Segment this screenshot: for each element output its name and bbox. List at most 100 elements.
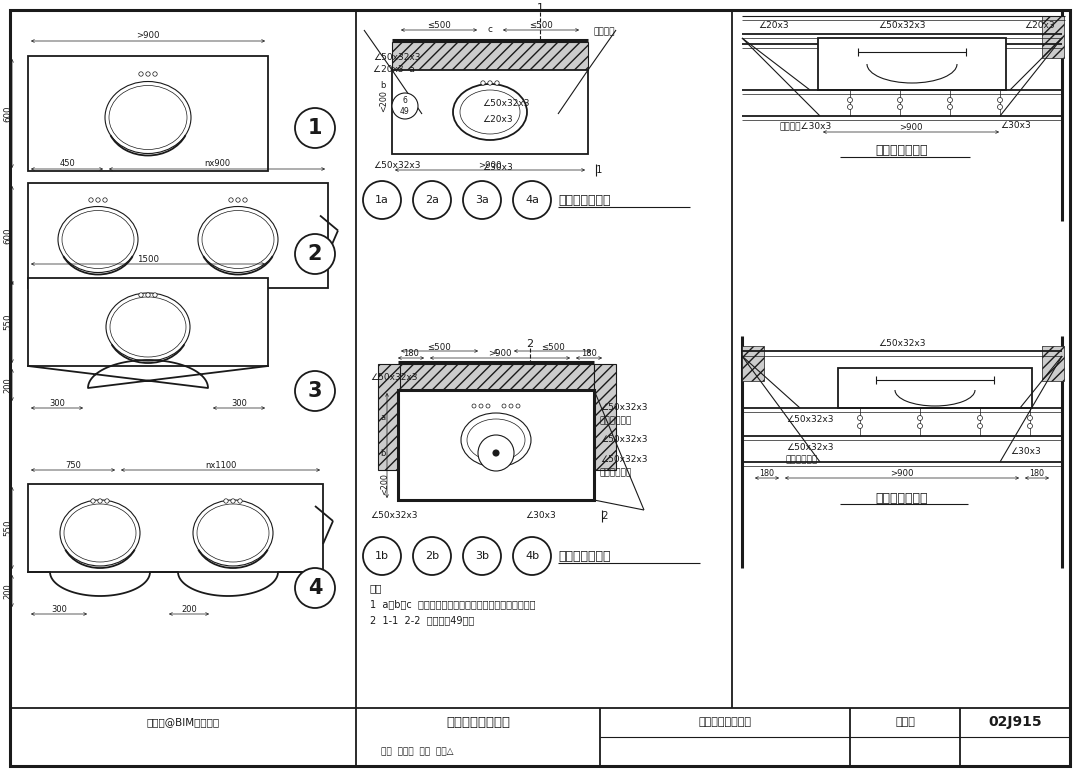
Text: 300: 300 <box>49 399 65 407</box>
Circle shape <box>481 81 485 85</box>
Text: >900: >900 <box>900 123 922 133</box>
Circle shape <box>488 81 492 85</box>
Text: ∠50x32x3: ∠50x32x3 <box>600 456 648 465</box>
Text: c: c <box>487 26 492 34</box>
Circle shape <box>413 181 451 219</box>
Circle shape <box>1027 415 1032 421</box>
Circle shape <box>89 198 93 203</box>
Ellipse shape <box>110 297 186 357</box>
Text: nx900: nx900 <box>204 160 230 168</box>
Text: ∠50x32x3: ∠50x32x3 <box>482 99 529 109</box>
Ellipse shape <box>197 504 269 562</box>
Circle shape <box>152 72 158 76</box>
Text: 4: 4 <box>308 578 322 598</box>
Bar <box>818 38 1005 90</box>
Circle shape <box>229 198 233 203</box>
Ellipse shape <box>106 293 190 361</box>
Ellipse shape <box>453 84 527 140</box>
Text: 两端伸入墙内: 两端伸入墙内 <box>786 456 819 465</box>
Text: nx1100: nx1100 <box>205 460 237 469</box>
Bar <box>399 364 594 390</box>
Bar <box>1042 16 1064 58</box>
Ellipse shape <box>460 90 519 134</box>
Text: 200: 200 <box>3 583 13 599</box>
Circle shape <box>480 404 483 408</box>
Text: 1b: 1b <box>375 551 389 561</box>
Circle shape <box>516 404 519 408</box>
Bar <box>1042 346 1064 381</box>
Bar <box>742 346 764 381</box>
Circle shape <box>392 93 418 119</box>
Text: a: a <box>380 414 386 422</box>
Text: 悬挑式支架立面: 悬挑式支架立面 <box>876 144 928 158</box>
Text: ∠50x32x3: ∠50x32x3 <box>878 22 926 30</box>
Text: 02J915: 02J915 <box>988 715 1042 729</box>
Text: 550: 550 <box>3 314 13 331</box>
Text: ∠50x32x3: ∠50x32x3 <box>600 404 648 413</box>
Text: 2b: 2b <box>424 551 440 561</box>
Text: 2: 2 <box>526 339 534 349</box>
Text: 600: 600 <box>3 227 13 244</box>
Text: 2: 2 <box>308 244 322 264</box>
Text: ∠50x32x3: ∠50x32x3 <box>786 415 834 424</box>
Text: 悬挑式支架平面: 悬挑式支架平面 <box>558 193 610 206</box>
Circle shape <box>998 105 1002 109</box>
Circle shape <box>848 98 852 102</box>
Text: 1  a、b、c  等尺寸根据所定洗面盆大小由项目设计确定。: 1 a、b、c 等尺寸根据所定洗面盆大小由项目设计确定。 <box>370 599 536 609</box>
Circle shape <box>224 499 228 503</box>
Text: ∠50x32x3: ∠50x32x3 <box>600 435 648 445</box>
Circle shape <box>472 404 476 408</box>
Text: 2a: 2a <box>426 195 438 205</box>
Text: ∠50x32x3: ∠50x32x3 <box>370 511 418 519</box>
Text: b: b <box>380 81 386 91</box>
Text: 图集号: 图集号 <box>895 717 915 727</box>
Circle shape <box>363 181 401 219</box>
Text: ≤500: ≤500 <box>529 20 553 29</box>
Circle shape <box>998 98 1002 102</box>
Circle shape <box>486 404 490 408</box>
Text: ∠50x32x3: ∠50x32x3 <box>373 54 420 63</box>
Text: 2  1-1  2-2  剖面见第49页。: 2 1-1 2-2 剖面见第49页。 <box>370 615 474 625</box>
Ellipse shape <box>62 210 134 268</box>
Circle shape <box>98 499 103 503</box>
Text: ∠20x3: ∠20x3 <box>482 115 513 123</box>
Ellipse shape <box>198 206 278 272</box>
Circle shape <box>139 293 144 297</box>
Text: 1: 1 <box>590 165 603 175</box>
Circle shape <box>231 499 235 503</box>
Text: 3: 3 <box>308 381 322 401</box>
Bar <box>399 390 594 500</box>
Ellipse shape <box>202 210 274 268</box>
Bar <box>392 70 588 154</box>
Text: 胀管螺栓: 胀管螺栓 <box>593 27 615 36</box>
Circle shape <box>513 537 551 575</box>
Text: 1: 1 <box>537 3 543 13</box>
Text: 1500: 1500 <box>137 255 159 264</box>
Text: ∠50x32x3: ∠50x32x3 <box>878 340 926 348</box>
Ellipse shape <box>64 504 136 562</box>
Text: 600: 600 <box>3 106 13 122</box>
Text: ∠30x3: ∠30x3 <box>1000 122 1030 130</box>
Text: 搜狐号@BIM改变建筑: 搜狐号@BIM改变建筑 <box>147 717 219 727</box>
Text: 2: 2 <box>596 511 608 521</box>
Text: >900: >900 <box>488 349 512 359</box>
Text: ∠20x3: ∠20x3 <box>1025 22 1055 30</box>
Circle shape <box>513 181 551 219</box>
Text: 化妆台详图（一）: 化妆台详图（一） <box>699 717 752 727</box>
Ellipse shape <box>467 419 525 461</box>
Text: 4a: 4a <box>525 195 539 205</box>
Circle shape <box>413 537 451 575</box>
Text: ∠30x3: ∠30x3 <box>482 164 513 172</box>
Circle shape <box>977 415 983 421</box>
Text: 200: 200 <box>3 377 13 393</box>
Bar <box>392 42 588 70</box>
Circle shape <box>105 499 109 503</box>
Circle shape <box>96 198 100 203</box>
Circle shape <box>947 105 953 109</box>
Text: 300: 300 <box>231 399 247 407</box>
Ellipse shape <box>105 81 191 154</box>
Circle shape <box>478 435 514 471</box>
Circle shape <box>918 415 922 421</box>
Text: 180: 180 <box>403 349 419 359</box>
Circle shape <box>897 105 903 109</box>
